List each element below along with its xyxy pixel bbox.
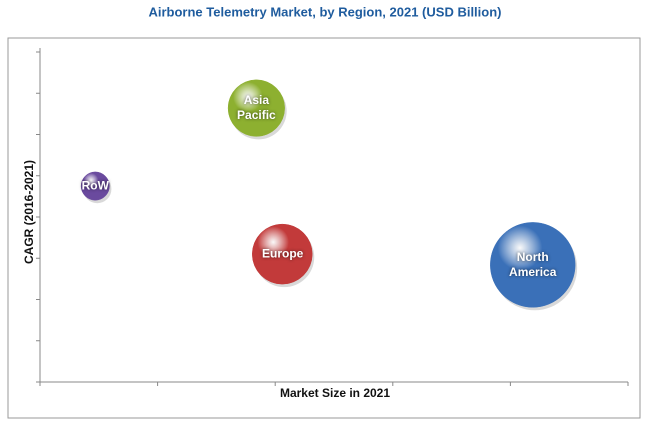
plot-frame	[7, 37, 641, 419]
bubble	[227, 79, 285, 137]
bubble	[80, 171, 110, 201]
bubble	[490, 222, 576, 308]
bubble-label: Europe	[262, 246, 304, 261]
bubble-label: Asia Pacific	[237, 93, 276, 123]
bubble	[252, 223, 313, 285]
bubble-label: RoW	[81, 178, 109, 193]
bubble-label: North America	[509, 249, 557, 279]
chart-title: Airborne Telemetry Market, by Region, 20…	[148, 4, 501, 19]
x-axis-label: Market Size in 2021	[280, 386, 390, 400]
y-axis-label: CAGR (2016-2021)	[22, 160, 36, 264]
